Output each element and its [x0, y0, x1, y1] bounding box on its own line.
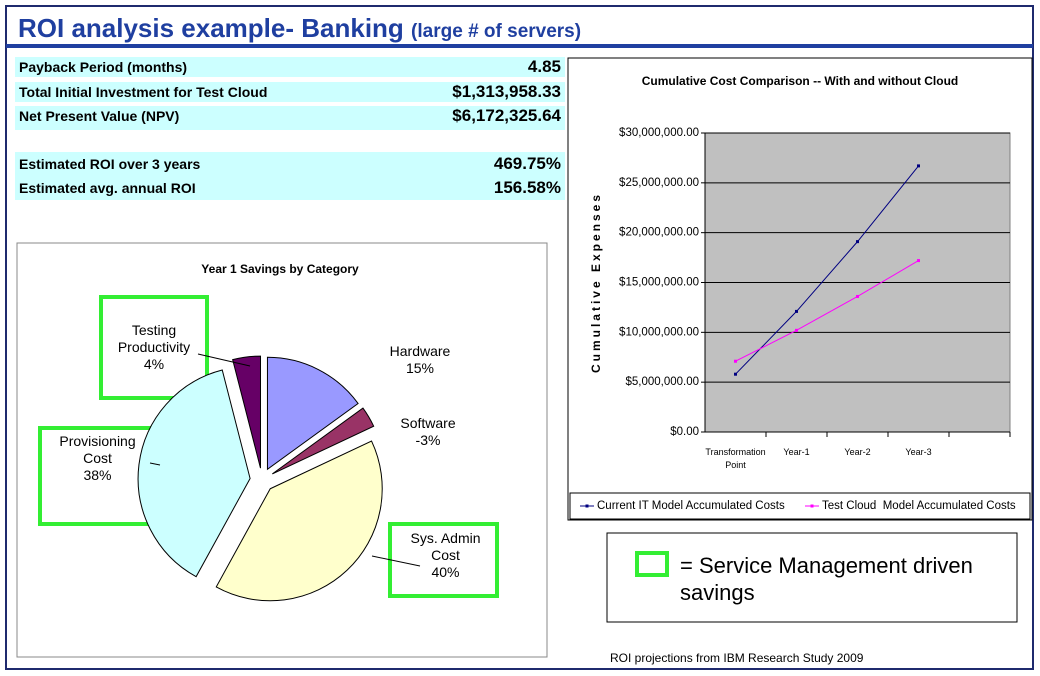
- point-marker: [795, 309, 798, 313]
- point-marker: [856, 240, 859, 244]
- line-title: Cumulative Cost Comparison -- With and w…: [641, 74, 959, 88]
- pie-value-label: 4%: [143, 356, 165, 372]
- y-tick-label: $30,000,000.00: [619, 127, 699, 139]
- y-axis-label: Cumulative Expenses: [589, 192, 603, 373]
- metric-value: 4.85: [527, 57, 561, 76]
- highlight-box: [99, 295, 209, 400]
- x-tick-label: Year-2: [844, 447, 871, 457]
- metric-row: Estimated ROI over 3 years 469.75%: [15, 152, 565, 176]
- pie-category: Sys. Admin Cost: [410, 530, 481, 563]
- metric-row: Net Present Value (NPV) $6,172,325.64: [15, 106, 565, 130]
- pie-label: Software -3%: [388, 415, 468, 449]
- pie-value-label: 38%: [83, 467, 112, 483]
- point-marker: [734, 359, 737, 363]
- metric-value: 469.75%: [493, 154, 561, 173]
- pie-slice: [272, 407, 375, 475]
- y-tick-label: $20,000,000.00: [619, 227, 699, 239]
- point-marker: [856, 294, 859, 298]
- note-swatch: [635, 551, 669, 577]
- legend-marker: [810, 504, 814, 508]
- pie-category: Testing Productivity: [117, 322, 191, 355]
- pie-slice: [232, 355, 261, 469]
- pie-label: Hardware 15%: [380, 343, 460, 377]
- y-tick-label: $25,000,000.00: [619, 177, 699, 189]
- pie-label: Provisioning Cost 38%: [45, 433, 150, 484]
- legend-label: Test Cloud Model Accumulated Costs: [822, 500, 1016, 512]
- line-legend-frame: [569, 492, 1031, 520]
- source-note: ROI projections from IBM Research Study …: [610, 651, 864, 665]
- pie-category: Software: [400, 415, 456, 431]
- pie-value-label: -3%: [415, 432, 441, 448]
- note-frame: [606, 532, 1018, 623]
- x-tick-label: Year-1: [783, 447, 810, 457]
- title-note: (large # of servers): [411, 21, 582, 42]
- title-rule: [6, 44, 1033, 48]
- pie-category: Provisioning Cost: [59, 433, 136, 466]
- series-line: [735, 260, 919, 362]
- pie-title: Year 1 Savings by Category: [201, 262, 359, 276]
- leader-line: [197, 353, 251, 367]
- pie-slice: [215, 440, 383, 602]
- point-marker: [734, 372, 737, 376]
- note-text: = Service Management driven savings: [680, 553, 973, 605]
- x-tick-label: Transformation Point: [705, 447, 766, 470]
- y-tick-label: $10,000,000.00: [619, 326, 699, 338]
- metric-label: Net Present Value (NPV): [19, 108, 180, 124]
- leader-line: [371, 555, 421, 567]
- metric-label: Estimated ROI over 3 years: [19, 156, 201, 172]
- leader-line: [149, 462, 161, 466]
- pie-slice: [266, 356, 359, 471]
- pie-value-label: 40%: [431, 564, 460, 580]
- point-marker: [917, 164, 920, 168]
- y-tick-label: $5,000,000.00: [625, 376, 699, 388]
- legend-marker: [585, 504, 589, 508]
- metric-value: 156.58%: [493, 178, 561, 197]
- y-tick-label: $15,000,000.00: [619, 277, 699, 289]
- y-tick-label: $0.00: [670, 426, 699, 438]
- series-line: [735, 165, 919, 375]
- pie-label: Sys. Admin Cost 40%: [398, 530, 493, 581]
- pie-label: Testing Productivity 4%: [105, 322, 203, 373]
- pie-category: Hardware: [389, 343, 451, 359]
- metric-label: Estimated avg. annual ROI: [19, 180, 196, 196]
- pie-slice: [137, 369, 251, 578]
- point-marker: [917, 259, 920, 263]
- point-marker: [795, 328, 798, 332]
- slide-title: ROI analysis example- Banking (large # o…: [18, 13, 581, 44]
- slide-frame: [5, 5, 1034, 670]
- metric-value: $6,172,325.64: [452, 106, 561, 125]
- legend-label: Current IT Model Accumulated Costs: [597, 500, 785, 512]
- metric-label: Payback Period (months): [19, 59, 188, 75]
- x-tick-label: Year-3: [905, 447, 932, 457]
- title: ROI analysis example- Banking: [18, 13, 404, 43]
- metric-row: Total Initial Investment for Test Cloud $…: [15, 82, 565, 102]
- metric-label: Total Initial Investment for Test Cloud: [19, 84, 268, 100]
- metric-row: Payback Period (months) 4.85: [15, 57, 565, 77]
- metric-value: $1,313,958.33: [452, 82, 561, 101]
- pie-value-label: 15%: [405, 360, 435, 376]
- metric-row: Estimated avg. annual ROI 156.58%: [15, 176, 565, 200]
